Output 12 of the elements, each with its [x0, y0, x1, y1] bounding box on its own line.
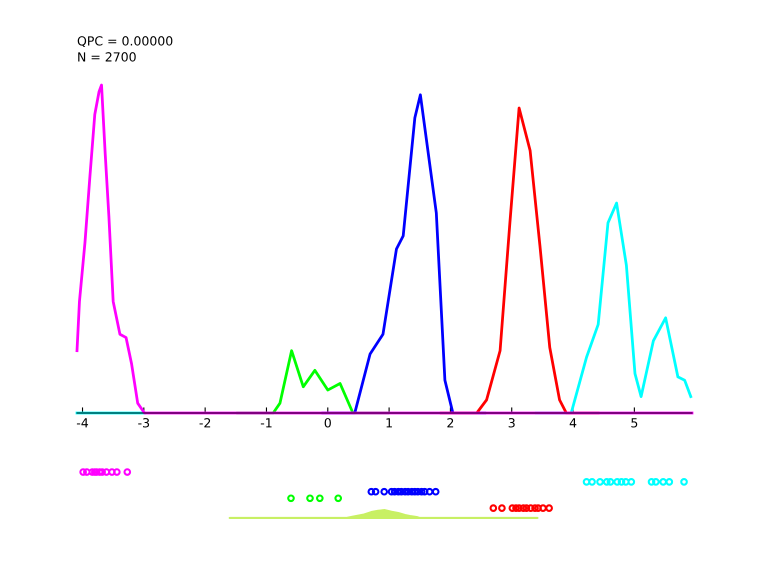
text: N = 2700 — [78, 52, 136, 62]
x-tick-label: 1 — [386, 418, 392, 428]
x-tick-label: -1 — [260, 418, 272, 428]
x-tick-label: 3 — [508, 418, 515, 428]
text: QPC = 0.00000 — [78, 36, 172, 48]
x-tick-label: 4 — [570, 418, 576, 428]
x-tick-label: 5 — [631, 418, 638, 428]
x-tick-label: -3 — [138, 418, 150, 428]
x-tick-label: 0 — [324, 418, 331, 428]
x-tick-label: 2 — [447, 418, 454, 428]
x-tick-label: -4 — [76, 418, 88, 428]
x-tick-label: -2 — [200, 418, 210, 428]
